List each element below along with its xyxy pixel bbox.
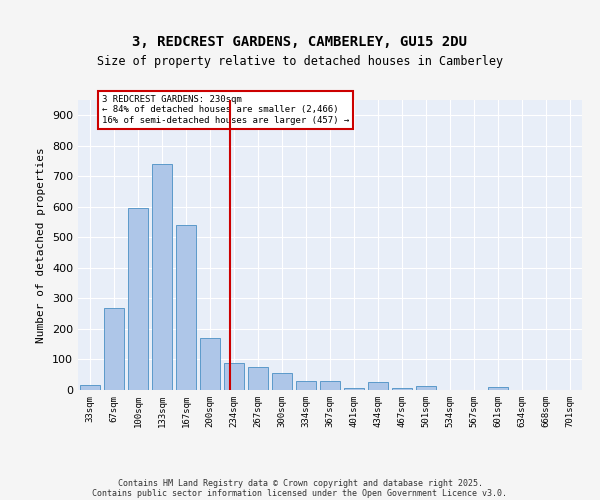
Text: Contains HM Land Registry data © Crown copyright and database right 2025.: Contains HM Land Registry data © Crown c… [118,478,482,488]
Bar [344,388,364,390]
Bar [392,388,412,390]
Bar [104,308,124,390]
Text: 3, REDCREST GARDENS, CAMBERLEY, GU15 2DU: 3, REDCREST GARDENS, CAMBERLEY, GU15 2DU [133,35,467,49]
Bar [152,164,172,390]
Bar [248,367,268,390]
Text: 3 REDCREST GARDENS: 230sqm
← 84% of detached houses are smaller (2,466)
16% of s: 3 REDCREST GARDENS: 230sqm ← 84% of deta… [102,95,349,125]
Bar [488,388,508,390]
Bar [200,338,220,390]
Bar [320,381,340,390]
Y-axis label: Number of detached properties: Number of detached properties [37,147,46,343]
Bar [128,208,148,390]
Bar [368,382,388,390]
Bar [224,362,244,390]
Bar [416,386,436,390]
Bar [272,373,292,390]
Text: Size of property relative to detached houses in Camberley: Size of property relative to detached ho… [97,55,503,68]
Text: Contains public sector information licensed under the Open Government Licence v3: Contains public sector information licen… [92,488,508,498]
Bar [296,381,316,390]
Bar [176,225,196,390]
Bar [80,384,100,390]
